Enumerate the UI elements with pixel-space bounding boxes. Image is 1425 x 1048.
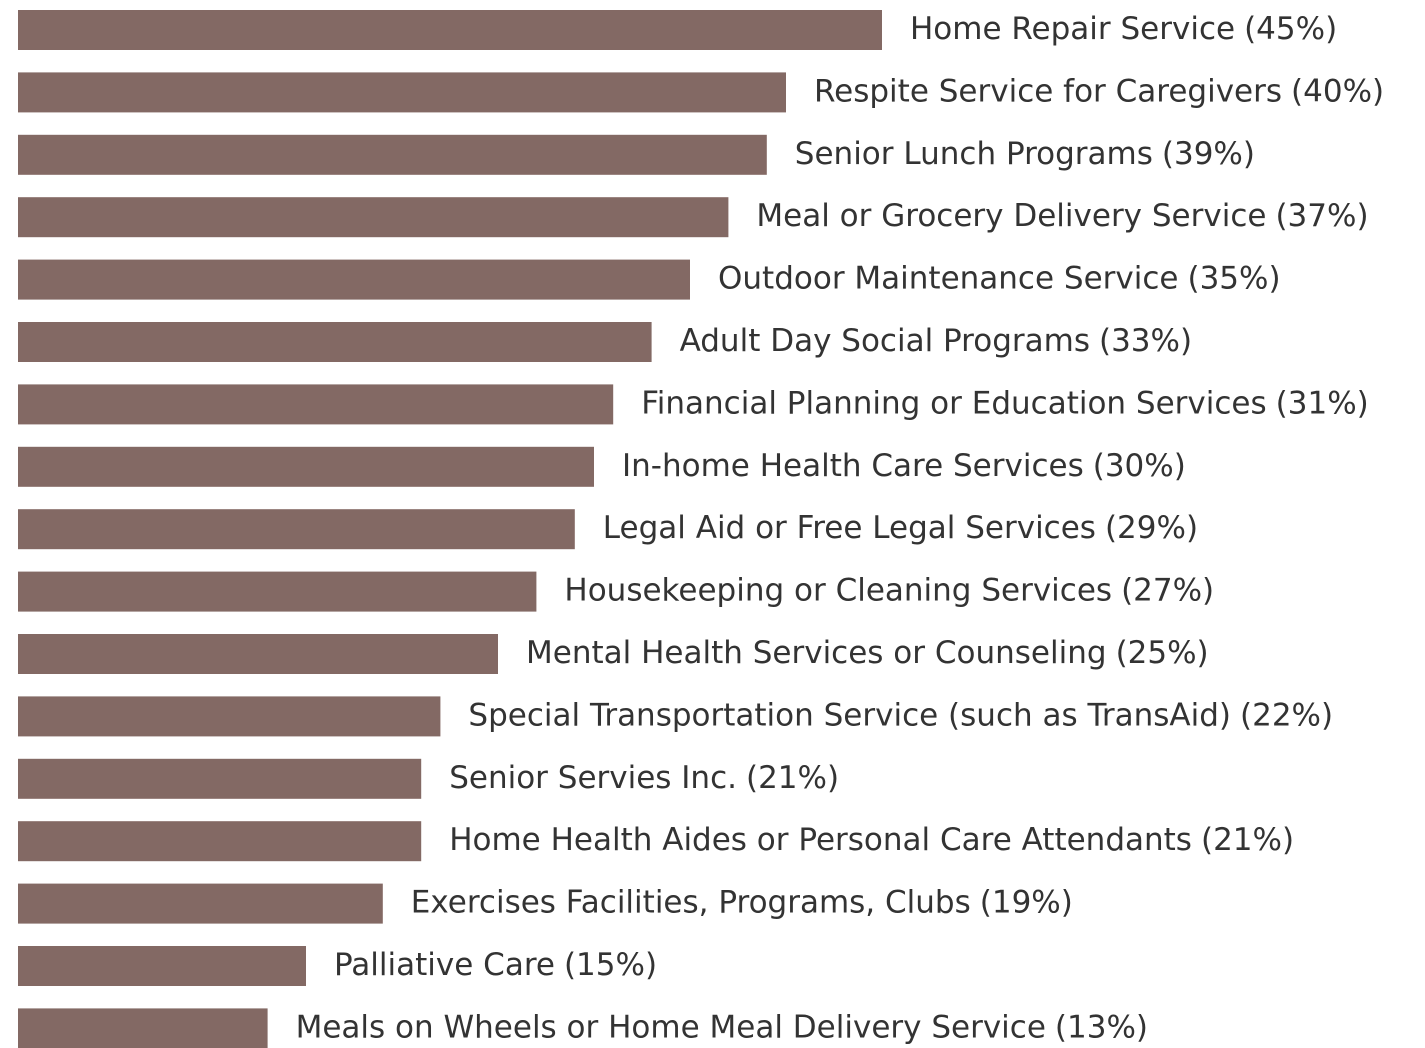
category-label: Mental Health Services or Counseling: [526, 635, 1107, 671]
value-label: (33%): [1099, 323, 1192, 359]
value-label: (19%): [980, 884, 1073, 920]
value-label: (22%): [1240, 697, 1333, 733]
bar: [18, 821, 422, 862]
category-label: Senior Servies Inc.: [449, 759, 737, 795]
bar: [18, 134, 767, 175]
category-label: Housekeeping or Cleaning Services: [564, 572, 1112, 608]
bar-label: Exercises Facilities, Programs, Clubs (19…: [411, 884, 1073, 920]
bar-label: Meals on Wheels or Home Meal Delivery Se…: [296, 1009, 1148, 1045]
category-label: Financial Planning or Education Services: [641, 385, 1266, 421]
category-label: Palliative Care: [334, 947, 555, 983]
bar: [18, 322, 652, 362]
category-label: In-home Health Care Services: [622, 447, 1084, 483]
value-label: (37%): [1275, 198, 1368, 234]
bar: [18, 259, 690, 300]
bar-label: Senior Lunch Programs (39%): [795, 135, 1255, 171]
category-label: Senior Lunch Programs: [795, 135, 1153, 171]
bar-label: Palliative Care (15%): [334, 947, 657, 983]
value-label: (21%): [746, 759, 839, 795]
bar-label: Meal or Grocery Delivery Service (37%): [756, 198, 1368, 234]
bar-label: Mental Health Services or Counseling (25%…: [526, 635, 1209, 671]
category-label: Exercises Facilities, Programs, Clubs: [411, 884, 971, 920]
bar-label: Outdoor Maintenance Service (35%): [718, 260, 1281, 296]
bar-label: Legal Aid or Free Legal Services (29%): [603, 510, 1198, 546]
bar-label: Financial Planning or Education Services…: [641, 385, 1369, 421]
value-label: (39%): [1162, 135, 1255, 171]
bar: [18, 634, 498, 674]
bar: [18, 384, 614, 425]
value-label: (35%): [1187, 260, 1280, 296]
bar: [18, 446, 594, 487]
category-label: Outdoor Maintenance Service: [718, 260, 1178, 296]
value-label: (13%): [1055, 1009, 1148, 1045]
bar: [18, 946, 306, 986]
value-label: (30%): [1093, 447, 1186, 483]
category-label: Meals on Wheels or Home Meal Delivery Se…: [296, 1009, 1046, 1045]
bar: [18, 1008, 268, 1048]
value-label: (29%): [1105, 510, 1198, 546]
value-label: (45%): [1244, 11, 1337, 47]
category-label: Meal or Grocery Delivery Service: [756, 198, 1266, 234]
value-label: (21%): [1201, 822, 1294, 858]
category-label: Home Repair Service: [910, 11, 1235, 47]
value-label: (25%): [1116, 635, 1209, 671]
category-label: Legal Aid or Free Legal Services: [603, 510, 1096, 546]
value-label: (40%): [1291, 73, 1384, 109]
value-label: (15%): [564, 947, 657, 983]
bar: [18, 509, 575, 550]
bar-label: In-home Health Care Services (30%): [622, 447, 1186, 483]
category-label: Respite Service for Caregivers: [814, 73, 1282, 109]
bar-label: Housekeeping or Cleaning Services (27%): [564, 572, 1214, 608]
category-label: Adult Day Social Programs: [680, 323, 1090, 359]
category-label: Special Transportation Service (such as …: [468, 697, 1231, 733]
bar: [18, 758, 422, 799]
bar-label: Home Repair Service (45%): [910, 11, 1337, 47]
bar-label: Home Health Aides or Personal Care Atten…: [449, 822, 1294, 858]
value-label: (27%): [1121, 572, 1214, 608]
bar: [18, 197, 729, 238]
bar: [18, 72, 786, 113]
bar-label: Special Transportation Service (such as …: [468, 697, 1333, 733]
value-label: (31%): [1276, 385, 1369, 421]
bar: [18, 696, 441, 737]
category-label: Home Health Aides or Personal Care Atten…: [449, 822, 1192, 858]
bar-label: Senior Servies Inc. (21%): [449, 759, 839, 795]
bar: [18, 10, 882, 50]
bar: [18, 571, 537, 612]
bar-label: Respite Service for Caregivers (40%): [814, 73, 1384, 109]
bar-label: Adult Day Social Programs (33%): [680, 323, 1192, 359]
bar: [18, 883, 383, 924]
